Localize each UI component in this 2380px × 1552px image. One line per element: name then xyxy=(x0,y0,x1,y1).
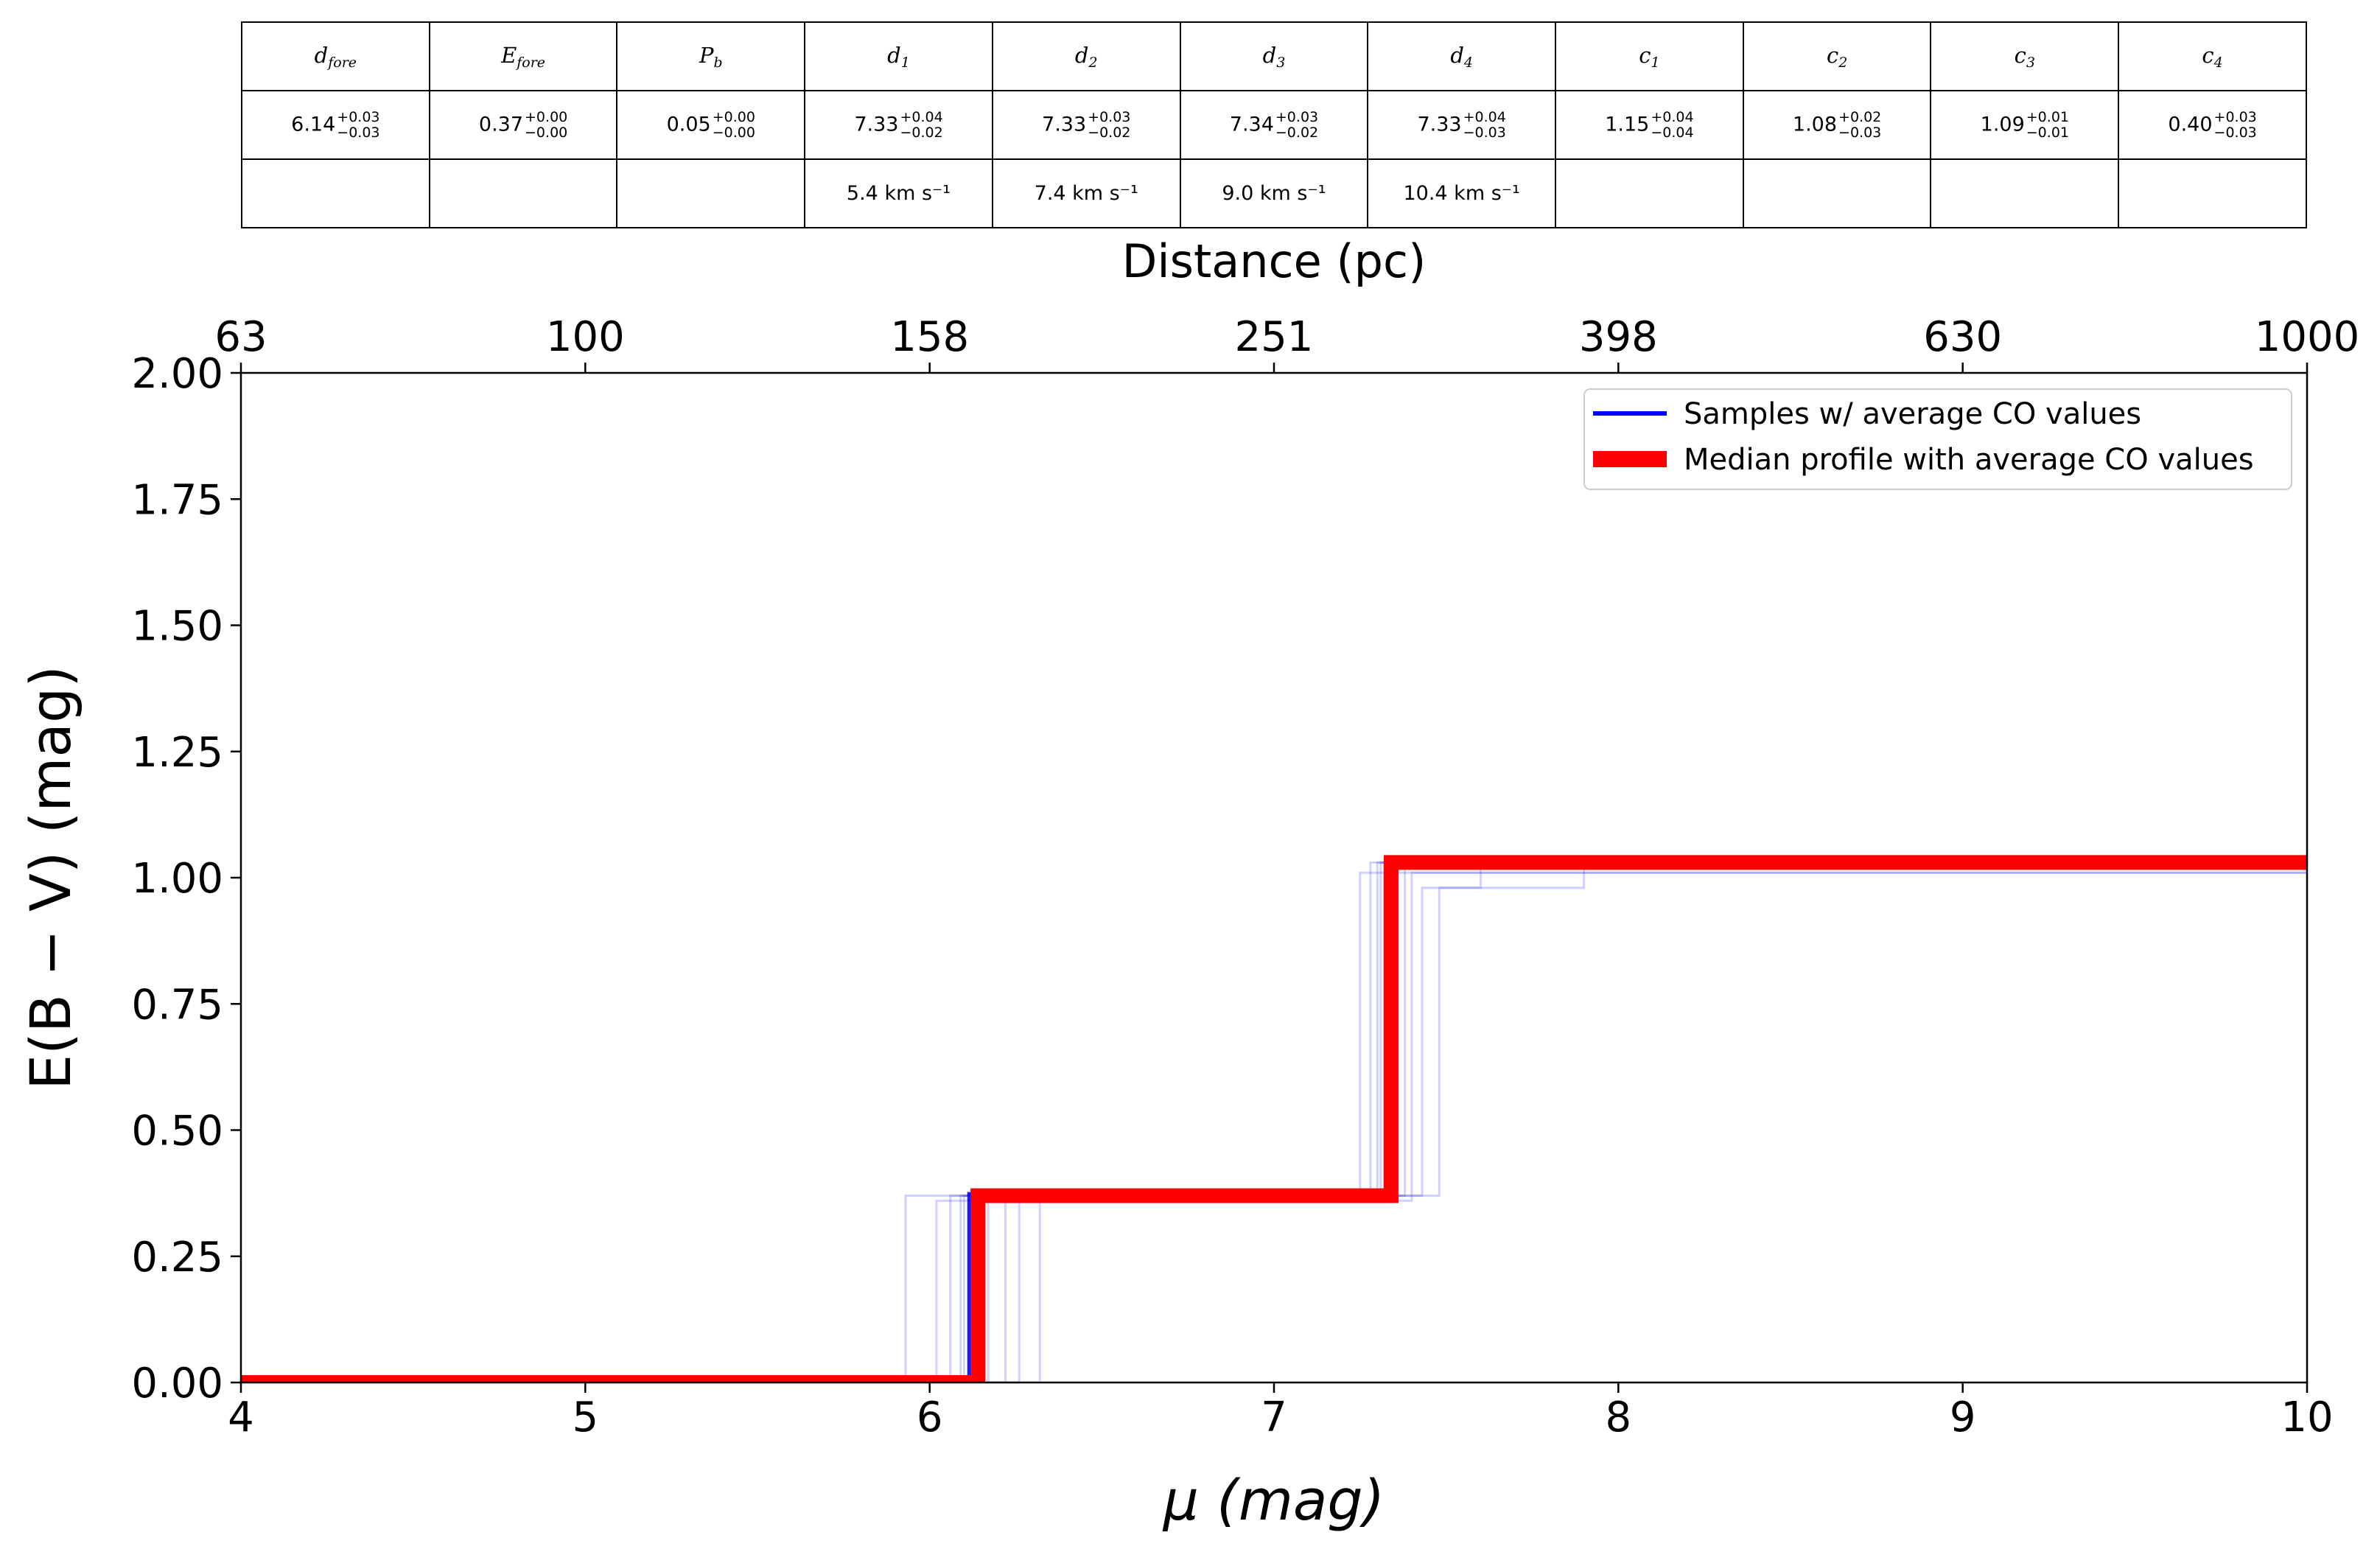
table-velocity-cell: 10.4 km s⁻¹ xyxy=(1367,158,1557,228)
x-tick-label: 6 xyxy=(917,1394,943,1441)
table-value-cell: 7.33 +0.03 −0.02 xyxy=(991,90,1181,160)
sample-profile-line xyxy=(241,861,2307,1383)
x-tick-label: 5 xyxy=(573,1394,599,1441)
table-header-cell: c1 xyxy=(1555,21,1744,91)
x-tick-label: 7 xyxy=(1261,1394,1287,1441)
table-velocity-cell xyxy=(241,158,430,228)
table-value-cell: 0.40 +0.03 −0.03 xyxy=(2118,90,2307,160)
table-header-cell: Efore xyxy=(428,21,618,91)
y-tick-label: 0.75 xyxy=(131,981,223,1029)
table-header-cell: d2 xyxy=(991,21,1181,91)
top-tick-label: 158 xyxy=(890,313,969,361)
sample-profile-line xyxy=(241,861,2307,1383)
x-tick-label: 4 xyxy=(228,1394,254,1441)
table-velocity-cell xyxy=(1930,158,2120,228)
plot-frame xyxy=(239,371,2309,1384)
table-velocity-cell xyxy=(2118,158,2307,228)
y-tick-label: 0.50 xyxy=(131,1108,223,1156)
legend: Samples w/ average CO values Median prof… xyxy=(1583,388,2292,490)
median-profile-line xyxy=(241,855,2307,1383)
table-header-cell: d1 xyxy=(804,21,993,91)
table-header-cell: dfore xyxy=(241,21,430,91)
parameter-table: dfore Efore Pb d1 d2 d3 d4 c1 c2 c3 c4 6… xyxy=(241,21,2307,228)
table-value-cell: 0.05 +0.00 −0.00 xyxy=(616,90,806,160)
top-tick-label: 1000 xyxy=(2255,313,2360,361)
y-tick-label: 1.75 xyxy=(131,476,223,524)
table-header-row: dfore Efore Pb d1 d2 d3 d4 c1 c2 c3 c4 xyxy=(241,21,2307,91)
sample-profile-line xyxy=(241,861,2307,1383)
table-velocity-cell: 9.0 km s⁻¹ xyxy=(1179,158,1369,228)
top-tick-label: 100 xyxy=(546,313,625,361)
table-value-cell: 0.37 +0.00 −0.00 xyxy=(428,90,618,160)
sample-profile-line xyxy=(241,866,2307,1383)
top-tick-label: 251 xyxy=(1235,313,1314,361)
table-header-cell: c3 xyxy=(1930,21,2120,91)
table-value-cell: 6.14 +0.03 −0.03 xyxy=(241,90,430,160)
sample-profile-line xyxy=(241,861,2307,1383)
x-tick-label: 8 xyxy=(1606,1394,1632,1441)
y-axis-label: E(B − V) (mag) xyxy=(18,665,83,1090)
table-header-cell: c4 xyxy=(2118,21,2307,91)
table-value-cell: 7.33 +0.04 −0.03 xyxy=(1367,90,1557,160)
y-tick-label: 0.25 xyxy=(131,1234,223,1282)
plot-area xyxy=(241,855,2307,1383)
top-tick-label: 630 xyxy=(1923,313,2002,361)
table-header-cell: c2 xyxy=(1742,21,1932,91)
y-tick-label: 1.25 xyxy=(131,729,223,777)
top-axis-label: Distance (pc) xyxy=(1122,234,1427,288)
table-velocity-row: 5.4 km s⁻¹ 7.4 km s⁻¹ 9.0 km s⁻¹ 10.4 km… xyxy=(241,158,2307,228)
sample-profile-line xyxy=(241,861,2307,1383)
sample-profile-line xyxy=(241,871,2307,1383)
sample-profile-line xyxy=(241,861,2307,1383)
y-tick-label: 2.00 xyxy=(131,350,223,398)
sample-core-line xyxy=(241,859,2307,1383)
table-velocity-cell: 5.4 km s⁻¹ xyxy=(804,158,993,228)
table-velocity-cell xyxy=(428,158,618,228)
y-tick-label: 1.00 xyxy=(131,855,223,903)
sample-profile-line xyxy=(241,871,2307,1383)
axes: 4 5 6 7 8 9 10 0.00 0.25 0.50 0.75 1.00 1.25 1.50 1.75… xyxy=(131,313,2359,1441)
sample-profile-line xyxy=(241,861,2307,1383)
table-header-cell: d4 xyxy=(1367,21,1557,91)
table-value-cell: 7.33 +0.04 −0.02 xyxy=(804,90,993,160)
table-values-row: 6.14 +0.03 −0.03 0.37 +0.00 −0.00 0.05 +0.00−… xyxy=(241,90,2307,160)
x-axis-label: μ (mag) xyxy=(1163,1467,1385,1533)
table-velocity-cell xyxy=(1555,158,1744,228)
table-value-cell: 1.15 +0.04 −0.04 xyxy=(1555,90,1744,160)
y-tick-label: 1.50 xyxy=(131,603,223,651)
top-tick-label: 398 xyxy=(1579,313,1658,361)
table-velocity-cell xyxy=(1742,158,1932,228)
table-velocity-cell xyxy=(616,158,806,228)
table-value-cell: 1.08 +0.02 −0.03 xyxy=(1742,90,1932,160)
x-tick-label: 10 xyxy=(2281,1394,2333,1441)
legend-label-samples: Samples w/ average CO values xyxy=(1684,397,2141,431)
table-velocity-cell: 7.4 km s⁻¹ xyxy=(991,158,1181,228)
table-value-cell: 7.34 +0.03 −0.02 xyxy=(1179,90,1369,160)
top-tick-label: 63 xyxy=(214,313,267,361)
legend-box xyxy=(1583,388,2292,490)
legend-label-median: Median profile with average CO values xyxy=(1684,443,2254,477)
y-tick-label: 0.00 xyxy=(131,1360,223,1408)
x-tick-label: 9 xyxy=(1950,1394,1976,1441)
table-value-cell: 1.09 +0.01 −0.01 xyxy=(1930,90,2120,160)
table-header-cell: Pb xyxy=(616,21,806,91)
sample-profile-line xyxy=(241,861,2307,1383)
table-header-cell: d3 xyxy=(1179,21,1369,91)
sample-profile-line xyxy=(241,866,2307,1383)
